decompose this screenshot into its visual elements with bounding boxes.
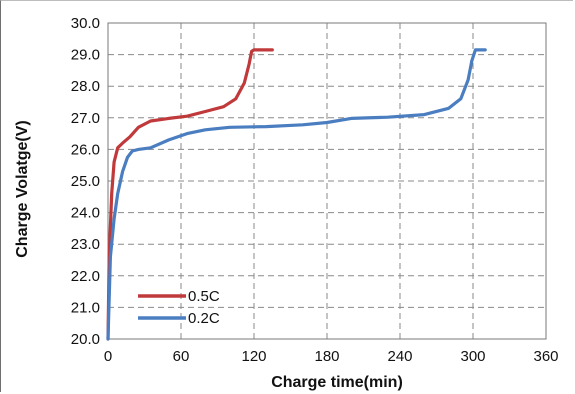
y-tick-label: 22.0	[71, 268, 100, 285]
y-tick-label: 26.0	[71, 141, 100, 158]
x-axis-title: Charge time(min)	[271, 374, 403, 391]
x-tick-label: 360	[533, 348, 558, 365]
series-lines	[106, 48, 487, 341]
x-axis-ticks: 0 60 120 180 240 300 360	[104, 348, 559, 365]
y-tick-label: 25.0	[71, 173, 100, 190]
x-tick-label: 300	[460, 348, 485, 365]
y-tick-label: 28.0	[71, 78, 100, 95]
grid-lines	[108, 23, 546, 339]
y-tick-label: 27.0	[71, 110, 100, 127]
x-tick-label: 0	[104, 348, 112, 365]
y-axis-ticks: 20.0 21.0 22.0 23.0 24.0 25.0 26.0 27.0 28.0 29.0…	[71, 15, 100, 348]
plot-area	[107, 22, 547, 340]
legend-label: 0.2C	[188, 310, 220, 327]
y-tick-label: 20.0	[71, 331, 100, 348]
y-tick-label: 24.0	[71, 205, 100, 222]
legend: 0.5C 0.2C	[138, 288, 220, 327]
y-tick-label: 30.0	[71, 15, 100, 32]
x-tick-label: 180	[314, 348, 339, 365]
legend-label: 0.5C	[188, 288, 220, 305]
y-tick-label: 23.0	[71, 236, 100, 253]
y-axis-title: Charge Volatge(V)	[14, 120, 31, 258]
series-line-0-2c	[106, 48, 487, 341]
y-tick-label: 29.0	[71, 47, 100, 64]
x-tick-label: 60	[173, 348, 190, 365]
y-tick-label: 21.0	[71, 299, 100, 316]
x-tick-label: 240	[387, 348, 412, 365]
x-tick-label: 120	[241, 348, 266, 365]
series-line-0-5c	[106, 48, 274, 341]
